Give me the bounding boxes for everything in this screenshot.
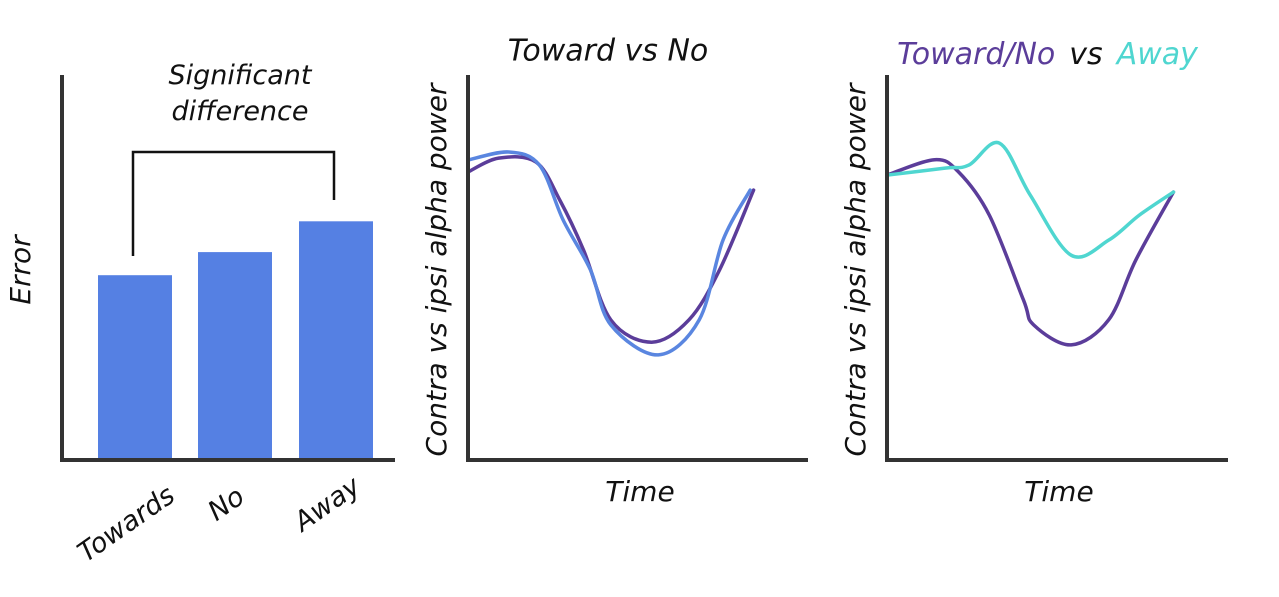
bar — [299, 221, 373, 460]
annotation: Significant difference — [168, 60, 312, 128]
axis-line — [885, 75, 1228, 462]
y-axis-label: Contra vs ipsi alpha power — [839, 82, 872, 456]
x-tick-label: No — [202, 481, 250, 527]
bar — [98, 275, 172, 460]
y-axis-label: Error — [4, 234, 37, 305]
axis-line — [60, 75, 395, 462]
chart-title: Toward vs No — [508, 34, 709, 69]
x-tick-label: Away — [287, 470, 367, 539]
x-axis-label: Time — [605, 475, 674, 508]
x-axis-label: Time — [1024, 475, 1093, 508]
title-part: vs — [1069, 37, 1102, 72]
axis-line — [466, 75, 808, 462]
title-part: Away — [1115, 37, 1199, 72]
chart-title: Toward/No vs Away — [897, 37, 1199, 72]
x-tick-label: Towards — [72, 480, 180, 569]
line — [466, 155, 756, 344]
bar — [198, 252, 272, 460]
line — [885, 140, 1176, 259]
significance-bracket — [131, 150, 336, 256]
y-axis-label: Contra vs ipsi alpha power — [420, 82, 453, 456]
line — [466, 150, 752, 357]
title-part: Toward/No — [897, 37, 1055, 72]
line — [885, 157, 1176, 347]
